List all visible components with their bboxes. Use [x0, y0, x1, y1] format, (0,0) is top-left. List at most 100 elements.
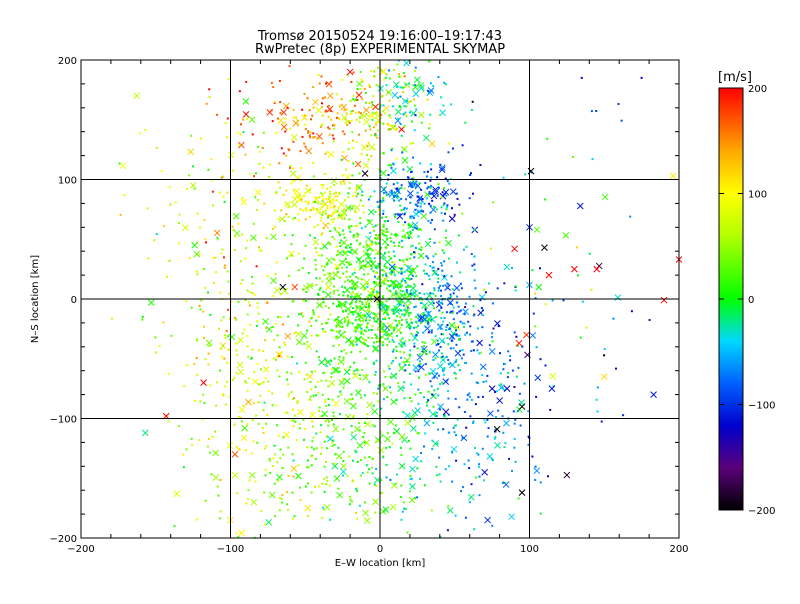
- scatter-dot: [356, 369, 359, 372]
- scatter-x-marker: [383, 329, 390, 336]
- scatter-dot: [399, 95, 402, 98]
- scatter-dot: [338, 232, 340, 235]
- scatter-dot: [199, 400, 202, 403]
- scatter-dot: [372, 404, 375, 407]
- scatter-x-marker: [352, 325, 360, 333]
- scatter-x-marker: [660, 296, 668, 304]
- scatter-dot: [332, 137, 335, 140]
- scatter-dot: [352, 307, 354, 310]
- scatter-dot: [318, 334, 321, 337]
- scatter-x-marker: [412, 90, 420, 98]
- scatter-x-marker: [430, 392, 437, 400]
- scatter-dot: [338, 227, 341, 230]
- scatter-dot: [409, 201, 412, 204]
- scatter-dot: [407, 440, 410, 442]
- scatter-dot: [194, 400, 196, 402]
- scatter-x-marker: [332, 208, 340, 215]
- scatter-dot: [384, 246, 387, 249]
- scatter-x-marker: [351, 248, 359, 255]
- scatter-x-marker: [289, 170, 297, 177]
- scatter-dot: [338, 303, 341, 306]
- scatter-dot: [453, 431, 456, 434]
- scatter-dot: [442, 370, 445, 373]
- scatter-dot: [277, 479, 280, 482]
- scatter-dot: [372, 226, 375, 228]
- scatter-dot: [404, 281, 407, 284]
- scatter-dot: [278, 346, 281, 349]
- scatter-x-marker: [354, 425, 361, 433]
- scatter-x-marker: [534, 374, 542, 382]
- scatter-dot: [393, 326, 396, 329]
- scatter-dot: [359, 217, 362, 219]
- scatter-dot: [432, 292, 435, 295]
- scatter-dot: [318, 485, 321, 488]
- scatter-dot: [371, 288, 374, 291]
- scatter-dot: [375, 123, 378, 126]
- scatter-dot: [456, 261, 458, 264]
- scatter-dot: [478, 494, 481, 497]
- scatter-dot: [235, 445, 238, 448]
- scatter-dot: [386, 344, 389, 347]
- scatter-dot: [381, 231, 384, 234]
- scatter-x-marker: [494, 320, 501, 327]
- scatter-dot: [342, 460, 345, 462]
- scatter-dot: [335, 330, 338, 333]
- scatter-dot: [354, 98, 357, 101]
- scatter-x-marker: [245, 398, 252, 406]
- scatter-dot: [258, 246, 260, 249]
- chart-title-line-2: RwPretec (8p) EXPERIMENTAL SKYMAP: [255, 42, 505, 57]
- scatter-dot: [373, 320, 376, 323]
- scatter-dot: [394, 356, 397, 359]
- scatter-dot: [357, 192, 359, 195]
- scatter-dot: [398, 73, 401, 76]
- scatter-dot: [331, 213, 334, 216]
- scatter-dot: [347, 192, 350, 195]
- scatter-dot: [287, 315, 290, 318]
- scatter-dot: [351, 282, 354, 285]
- scatter-dot: [345, 266, 348, 269]
- scatter-dot: [416, 313, 419, 316]
- scatter-x-marker: [494, 442, 501, 449]
- scatter-dot: [392, 348, 395, 351]
- scatter-dot: [333, 357, 336, 360]
- scatter-x-marker: [382, 506, 390, 513]
- scatter-dot: [375, 243, 378, 246]
- scatter-dot: [398, 75, 401, 78]
- scatter-dot: [355, 301, 357, 304]
- scatter-dot: [401, 235, 404, 238]
- scatter-dot: [436, 194, 439, 197]
- scatter-dot: [409, 420, 412, 423]
- scatter-dot: [491, 340, 494, 343]
- scatter-dot: [406, 296, 409, 298]
- scatter-dot: [355, 512, 358, 514]
- scatter-dot: [385, 463, 388, 466]
- scatter-dot: [414, 70, 416, 72]
- scatter-x-marker: [273, 286, 281, 294]
- scatter-dot: [400, 267, 403, 270]
- scatter-dot: [375, 335, 378, 338]
- scatter-dot: [386, 230, 389, 233]
- scatter-dot: [461, 144, 464, 147]
- scatter-dot: [318, 406, 321, 409]
- scatter-dot: [439, 408, 441, 411]
- scatter-dot: [178, 242, 180, 245]
- scatter-dot: [319, 431, 322, 434]
- scatter-dot: [301, 108, 304, 111]
- scatter-dot: [383, 387, 386, 390]
- scatter-x-marker: [231, 471, 239, 479]
- x-tick-label: 100: [520, 544, 539, 555]
- scatter-x-marker: [403, 356, 411, 364]
- scatter-dot: [389, 391, 392, 394]
- scatter-dot: [251, 419, 254, 422]
- scatter-dot: [409, 327, 411, 330]
- scatter-dot: [318, 409, 321, 412]
- scatter-dot: [331, 445, 334, 448]
- scatter-dot: [348, 246, 351, 249]
- scatter-x-marker: [650, 391, 657, 398]
- scatter-x-marker: [301, 332, 308, 340]
- scatter-dot: [387, 305, 390, 308]
- scatter-dot: [315, 350, 318, 353]
- scatter-dot: [451, 451, 454, 454]
- scatter-dot: [291, 234, 294, 237]
- scatter-dot: [291, 300, 294, 303]
